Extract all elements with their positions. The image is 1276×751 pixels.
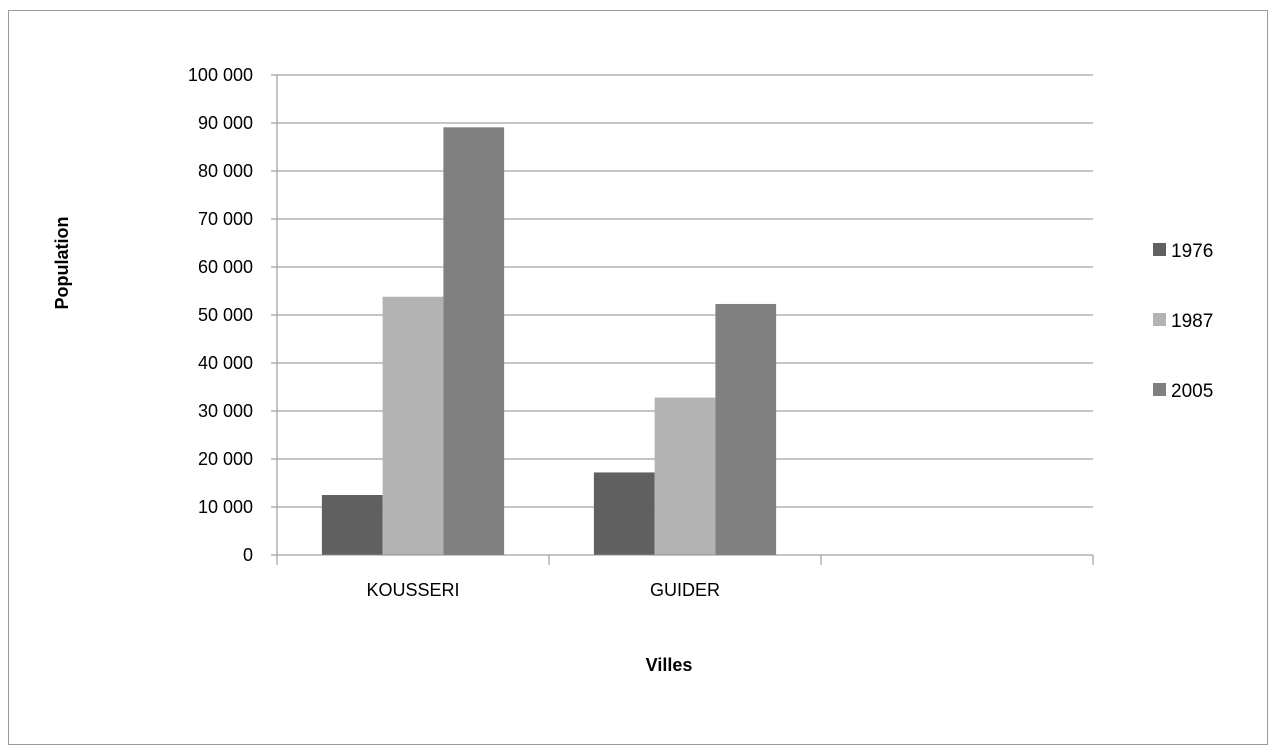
- bar-guider-1976: [593, 472, 655, 555]
- x-tick-labels: KOUSSERI GUIDER: [366, 580, 720, 600]
- y-tick-label: 20 000: [198, 449, 253, 469]
- y-tick-label: 80 000: [198, 161, 253, 181]
- y-tick-label: 60 000: [198, 257, 253, 277]
- x-tick-label: GUIDER: [650, 580, 720, 600]
- y-tick-label: 90 000: [198, 113, 253, 133]
- y-tick-label: 40 000: [198, 353, 253, 373]
- bars: [321, 127, 777, 555]
- y-tick-label: 100 000: [188, 65, 253, 85]
- y-tick-labels: 0 10 000 20 000 30 000 40 000 50 000 60 000 70 …: [188, 65, 253, 565]
- legend-swatch-1976: [1153, 243, 1166, 256]
- bar-kousseri-2005: [443, 127, 505, 555]
- y-tick-label: 30 000: [198, 401, 253, 421]
- x-axis-title: Villes: [646, 655, 693, 675]
- legend-label-2005: 2005: [1171, 381, 1213, 402]
- bar-guider-2005: [715, 303, 777, 555]
- chart-frame: [8, 10, 1268, 745]
- bar-guider-1987: [654, 397, 716, 555]
- y-tick-label: 70 000: [198, 209, 253, 229]
- legend-swatch-2005: [1153, 383, 1166, 396]
- y-tick-label: 10 000: [198, 497, 253, 517]
- y-tick-label: 0: [243, 545, 253, 565]
- x-tick-label: KOUSSERI: [366, 580, 459, 600]
- axes: [271, 74, 1094, 565]
- legend-swatch-1987: [1153, 313, 1166, 326]
- y-tick-label: 50 000: [198, 305, 253, 325]
- legend-label-1987: 1987: [1171, 311, 1213, 332]
- legend: 1976 1987 2005: [1153, 241, 1213, 402]
- legend-label-1976: 1976: [1171, 241, 1213, 262]
- y-axis-title: Population: [52, 217, 72, 310]
- bar-kousseri-1987: [382, 296, 444, 555]
- bar-kousseri-1976: [321, 495, 383, 555]
